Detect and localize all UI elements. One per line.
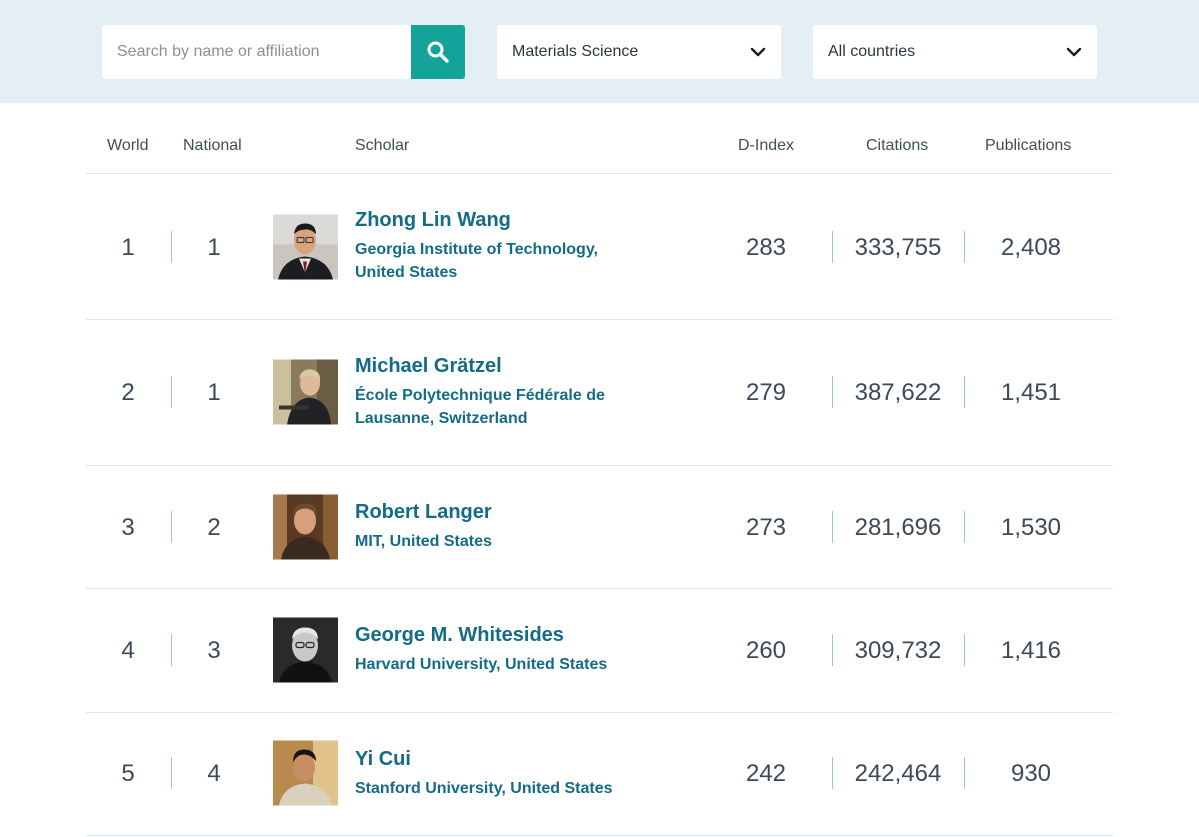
- chevron-down-icon: [1066, 47, 1082, 57]
- header-citations[interactable]: Citations: [866, 137, 929, 154]
- table-header: World National Scholar D-Index Citations…: [86, 118, 1113, 174]
- world-rank: 2: [121, 379, 135, 406]
- divider: [171, 634, 172, 666]
- citations-value: 242,464: [854, 760, 942, 787]
- dindex-value: 273: [745, 514, 787, 541]
- citations-value: 309,732: [854, 637, 942, 664]
- scholar-affiliation[interactable]: Stanford University, United States: [355, 780, 613, 797]
- scholar-name-link[interactable]: Robert Langer: [355, 501, 492, 523]
- divider: [964, 757, 965, 789]
- national-rank: 1: [207, 234, 221, 261]
- publications-value: 1,451: [1000, 379, 1062, 406]
- avatar[interactable]: [273, 740, 338, 806]
- search-input[interactable]: [102, 25, 411, 79]
- avatar[interactable]: [273, 494, 338, 560]
- divider: [832, 231, 833, 263]
- avatar[interactable]: [273, 617, 338, 683]
- scholar-affiliation[interactable]: MIT, United States: [355, 533, 492, 550]
- scholar-info: Michael Grätzel École Polytechnique Fédé…: [355, 354, 685, 430]
- citations-value: 333,755: [854, 234, 942, 261]
- publications-value: 2,408: [1000, 234, 1062, 261]
- divider: [832, 634, 833, 666]
- scholar-affiliation[interactable]: Harvard University, United States: [355, 656, 608, 673]
- dindex-value: 279: [745, 379, 787, 406]
- world-rank: 1: [121, 234, 135, 261]
- world-rank: 5: [121, 760, 135, 787]
- search-icon: [427, 41, 449, 63]
- divider: [171, 231, 172, 263]
- header-dindex[interactable]: D-Index: [738, 137, 795, 154]
- publications-value: 930: [1010, 760, 1052, 787]
- divider: [171, 376, 172, 408]
- world-rank: 4: [121, 637, 135, 664]
- header-scholar: Scholar: [355, 137, 410, 154]
- header-publications[interactable]: Publications: [985, 137, 1072, 154]
- national-rank: 1: [207, 379, 221, 406]
- divider: [964, 231, 965, 263]
- divider: [832, 511, 833, 543]
- divider: [964, 511, 965, 543]
- divider: [832, 376, 833, 408]
- filter-bar: Materials Science All countries: [0, 0, 1199, 103]
- avatar[interactable]: [273, 214, 338, 280]
- country-select-value: All countries: [828, 43, 916, 60]
- scholar-name-link[interactable]: Michael Grätzel: [355, 355, 502, 377]
- table-row: 5 4 Yi Cui Stanford University, United S…: [86, 713, 1113, 836]
- divider: [171, 511, 172, 543]
- scholar-affiliation[interactable]: Georgia Institute of Technology, United …: [355, 241, 598, 281]
- scholar-name-link[interactable]: Yi Cui: [355, 748, 411, 770]
- country-select[interactable]: All countries: [813, 25, 1097, 79]
- citations-value: 281,696: [854, 514, 942, 541]
- divider: [964, 376, 965, 408]
- scholar-info: Robert Langer MIT, United States: [355, 500, 685, 553]
- divider: [964, 634, 965, 666]
- dindex-value: 242: [745, 760, 787, 787]
- header-world[interactable]: World: [107, 137, 149, 154]
- table-row: 1 1 Zhong Lin Wang Georgia Institute of …: [86, 174, 1113, 320]
- table-row: 3 2 Robert Langer MIT, United States 273…: [86, 466, 1113, 589]
- national-rank: 3: [207, 637, 221, 664]
- scholar-name-link[interactable]: George M. Whitesides: [355, 624, 564, 646]
- citations-value: 387,622: [854, 379, 942, 406]
- divider: [171, 757, 172, 789]
- scholar-info: Yi Cui Stanford University, United State…: [355, 747, 685, 800]
- dindex-value: 283: [745, 234, 787, 261]
- scholar-affiliation[interactable]: École Polytechnique Fédérale de Lausanne…: [355, 387, 605, 427]
- table-row: 4 3 George M. Whitesides Harvard Univers…: [86, 589, 1113, 713]
- discipline-select-value: Materials Science: [512, 43, 639, 60]
- table-row: 2 1 Michael Grätzel École Polytechnique …: [86, 320, 1113, 466]
- dindex-value: 260: [745, 637, 787, 664]
- publications-value: 1,416: [1000, 637, 1062, 664]
- scholar-info: Zhong Lin Wang Georgia Institute of Tech…: [355, 208, 685, 284]
- publications-value: 1,530: [1000, 514, 1062, 541]
- national-rank: 2: [207, 514, 221, 541]
- avatar[interactable]: [273, 359, 338, 425]
- discipline-select[interactable]: Materials Science: [497, 25, 781, 79]
- divider: [832, 757, 833, 789]
- national-rank: 4: [207, 760, 221, 787]
- header-national[interactable]: National: [183, 137, 242, 154]
- search-button[interactable]: [411, 25, 465, 79]
- chevron-down-icon: [750, 47, 766, 57]
- world-rank: 3: [121, 514, 135, 541]
- scholar-info: George M. Whitesides Harvard University,…: [355, 623, 685, 676]
- scholar-name-link[interactable]: Zhong Lin Wang: [355, 209, 511, 231]
